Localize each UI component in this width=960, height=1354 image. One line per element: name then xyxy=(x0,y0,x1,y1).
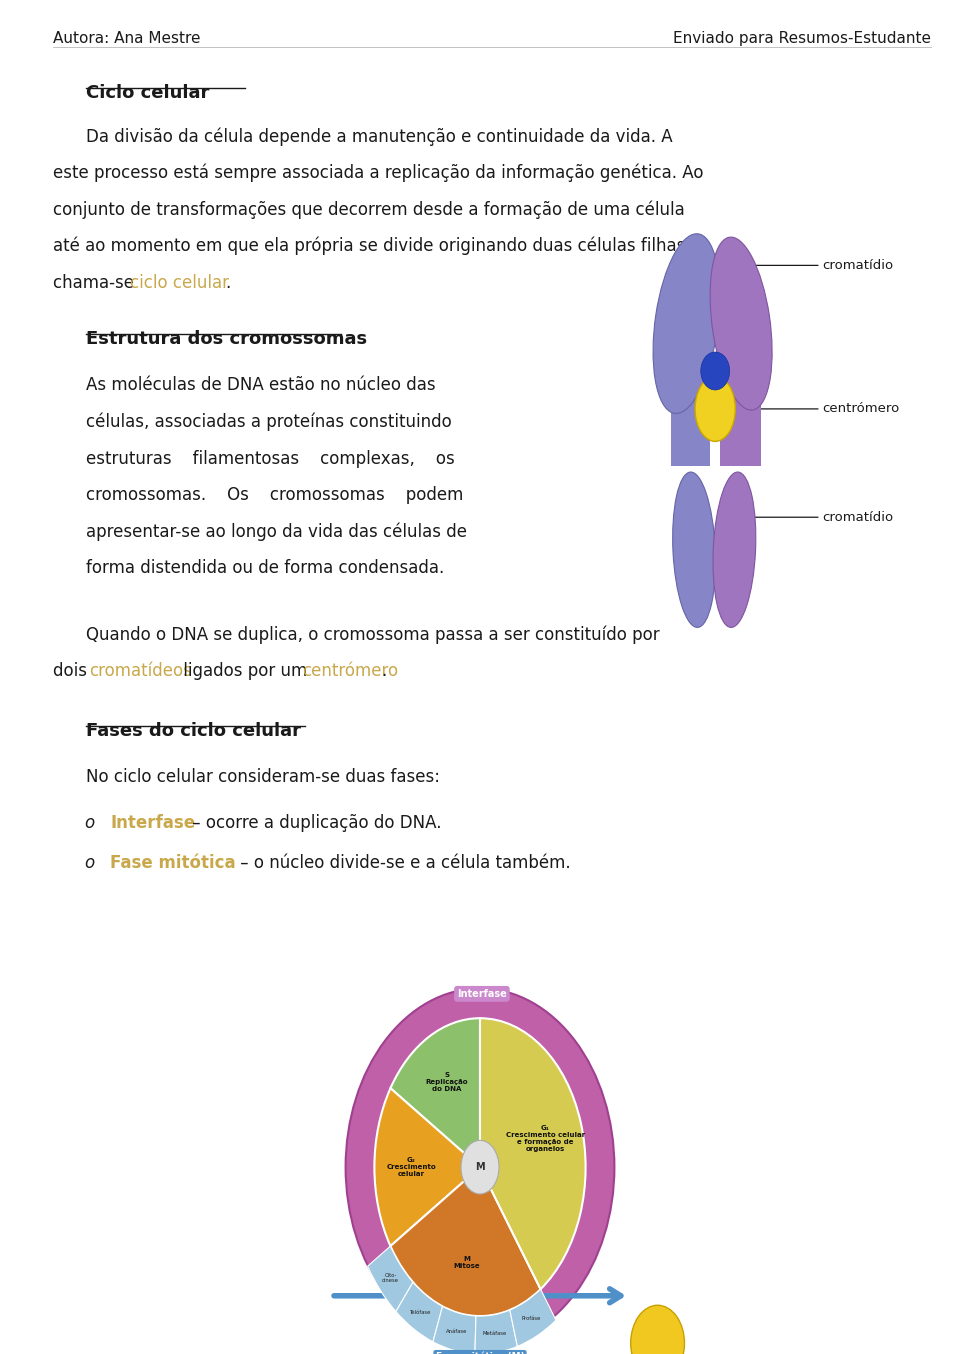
Text: Fase mitótica (M): Fase mitótica (M) xyxy=(436,1353,524,1354)
Text: células, associadas a proteínas constituindo: células, associadas a proteínas constitu… xyxy=(86,413,452,432)
Text: cromatídeos: cromatídeos xyxy=(89,662,192,680)
Text: G₁
Crescimento celular
e formação de
organelos: G₁ Crescimento celular e formação de org… xyxy=(506,1125,585,1151)
Wedge shape xyxy=(396,1282,443,1342)
Text: – ocorre a duplicação do DNA.: – ocorre a duplicação do DNA. xyxy=(187,814,442,831)
Text: M
Mitose: M Mitose xyxy=(453,1255,480,1269)
Text: As moléculas de DNA estão no núcleo das: As moléculas de DNA estão no núcleo das xyxy=(86,376,436,394)
Text: Enviado para Resumos-Estudante: Enviado para Resumos-Estudante xyxy=(673,31,931,46)
Ellipse shape xyxy=(673,473,715,627)
Ellipse shape xyxy=(695,376,735,441)
Wedge shape xyxy=(475,1311,517,1354)
Text: Metáfase: Metáfase xyxy=(483,1331,507,1336)
Text: cromossomas.    Os    cromossomas    podem: cromossomas. Os cromossomas podem xyxy=(86,486,464,504)
Text: dois: dois xyxy=(53,662,92,680)
Text: – o núcleo divide-se e a célula também.: – o núcleo divide-se e a célula também. xyxy=(235,854,571,872)
Text: apresentar-se ao longo da vida das células de: apresentar-se ao longo da vida das célul… xyxy=(86,523,468,542)
Wedge shape xyxy=(368,1246,413,1312)
FancyArrowPatch shape xyxy=(334,1289,621,1303)
Text: S
Replicação
do DNA: S Replicação do DNA xyxy=(425,1072,468,1093)
Text: centrómero: centrómero xyxy=(302,662,398,680)
Text: Telófase: Telófase xyxy=(410,1309,431,1315)
Text: centrómero: centrómero xyxy=(823,402,900,416)
Text: o: o xyxy=(84,814,95,831)
Wedge shape xyxy=(374,1089,480,1246)
Text: Interfase: Interfase xyxy=(110,814,196,831)
Text: Interfase: Interfase xyxy=(457,988,507,999)
Wedge shape xyxy=(510,1289,556,1346)
Text: ligados por um: ligados por um xyxy=(178,662,312,680)
Text: Quando o DNA se duplica, o cromossoma passa a ser constituído por: Quando o DNA se duplica, o cromossoma pa… xyxy=(86,626,660,645)
Text: forma distendida ou de forma condensada.: forma distendida ou de forma condensada. xyxy=(86,559,444,577)
Text: Autora: Ana Mestre: Autora: Ana Mestre xyxy=(53,31,201,46)
Circle shape xyxy=(461,1140,499,1194)
Text: .: . xyxy=(381,662,386,680)
Text: o: o xyxy=(84,854,95,872)
Ellipse shape xyxy=(653,234,720,413)
Text: chama-se: chama-se xyxy=(53,274,139,291)
Text: Profáse: Profáse xyxy=(522,1316,541,1322)
Wedge shape xyxy=(433,1307,476,1354)
Text: Cito-
cinese: Cito- cinese xyxy=(382,1273,399,1284)
Text: Estrutura dos cromossomas: Estrutura dos cromossomas xyxy=(86,330,368,348)
Wedge shape xyxy=(391,1018,480,1167)
Text: conjunto de transformações que decorrem desde a formação de uma célula: conjunto de transformações que decorrem … xyxy=(53,200,684,219)
Text: ciclo celular: ciclo celular xyxy=(130,274,228,291)
Wedge shape xyxy=(480,1018,586,1289)
Text: Ciclo celular: Ciclo celular xyxy=(86,84,210,102)
Text: cromatídio: cromatídio xyxy=(823,510,894,524)
Ellipse shape xyxy=(346,988,614,1346)
Text: Fases do ciclo celular: Fases do ciclo celular xyxy=(86,722,301,739)
Wedge shape xyxy=(391,1167,540,1316)
Text: estruturas    filamentosas    complexas,    os: estruturas filamentosas complexas, os xyxy=(86,450,455,467)
Ellipse shape xyxy=(701,352,730,390)
Polygon shape xyxy=(720,351,761,466)
Text: até ao momento em que ela própria se divide originando duas células filhas: até ao momento em que ela própria se div… xyxy=(53,237,685,256)
Text: Da divisão da célula depende a manutenção e continuidade da vida. A: Da divisão da célula depende a manutençã… xyxy=(86,127,673,146)
Ellipse shape xyxy=(713,473,756,627)
Text: este processo está sempre associada a replicação da informação genética. Ao: este processo está sempre associada a re… xyxy=(53,164,704,183)
Text: M: M xyxy=(475,1162,485,1173)
Text: No ciclo celular consideram-se duas fases:: No ciclo celular consideram-se duas fase… xyxy=(86,768,441,785)
Polygon shape xyxy=(671,351,710,466)
Text: cromatídio: cromatídio xyxy=(823,259,894,272)
Text: G₂
Crescimento
celular: G₂ Crescimento celular xyxy=(387,1158,436,1177)
Text: Anáfase: Anáfase xyxy=(445,1330,467,1334)
Text: .: . xyxy=(226,274,230,291)
Ellipse shape xyxy=(710,237,772,410)
Text: Fase mitótica: Fase mitótica xyxy=(110,854,236,872)
Circle shape xyxy=(631,1305,684,1354)
